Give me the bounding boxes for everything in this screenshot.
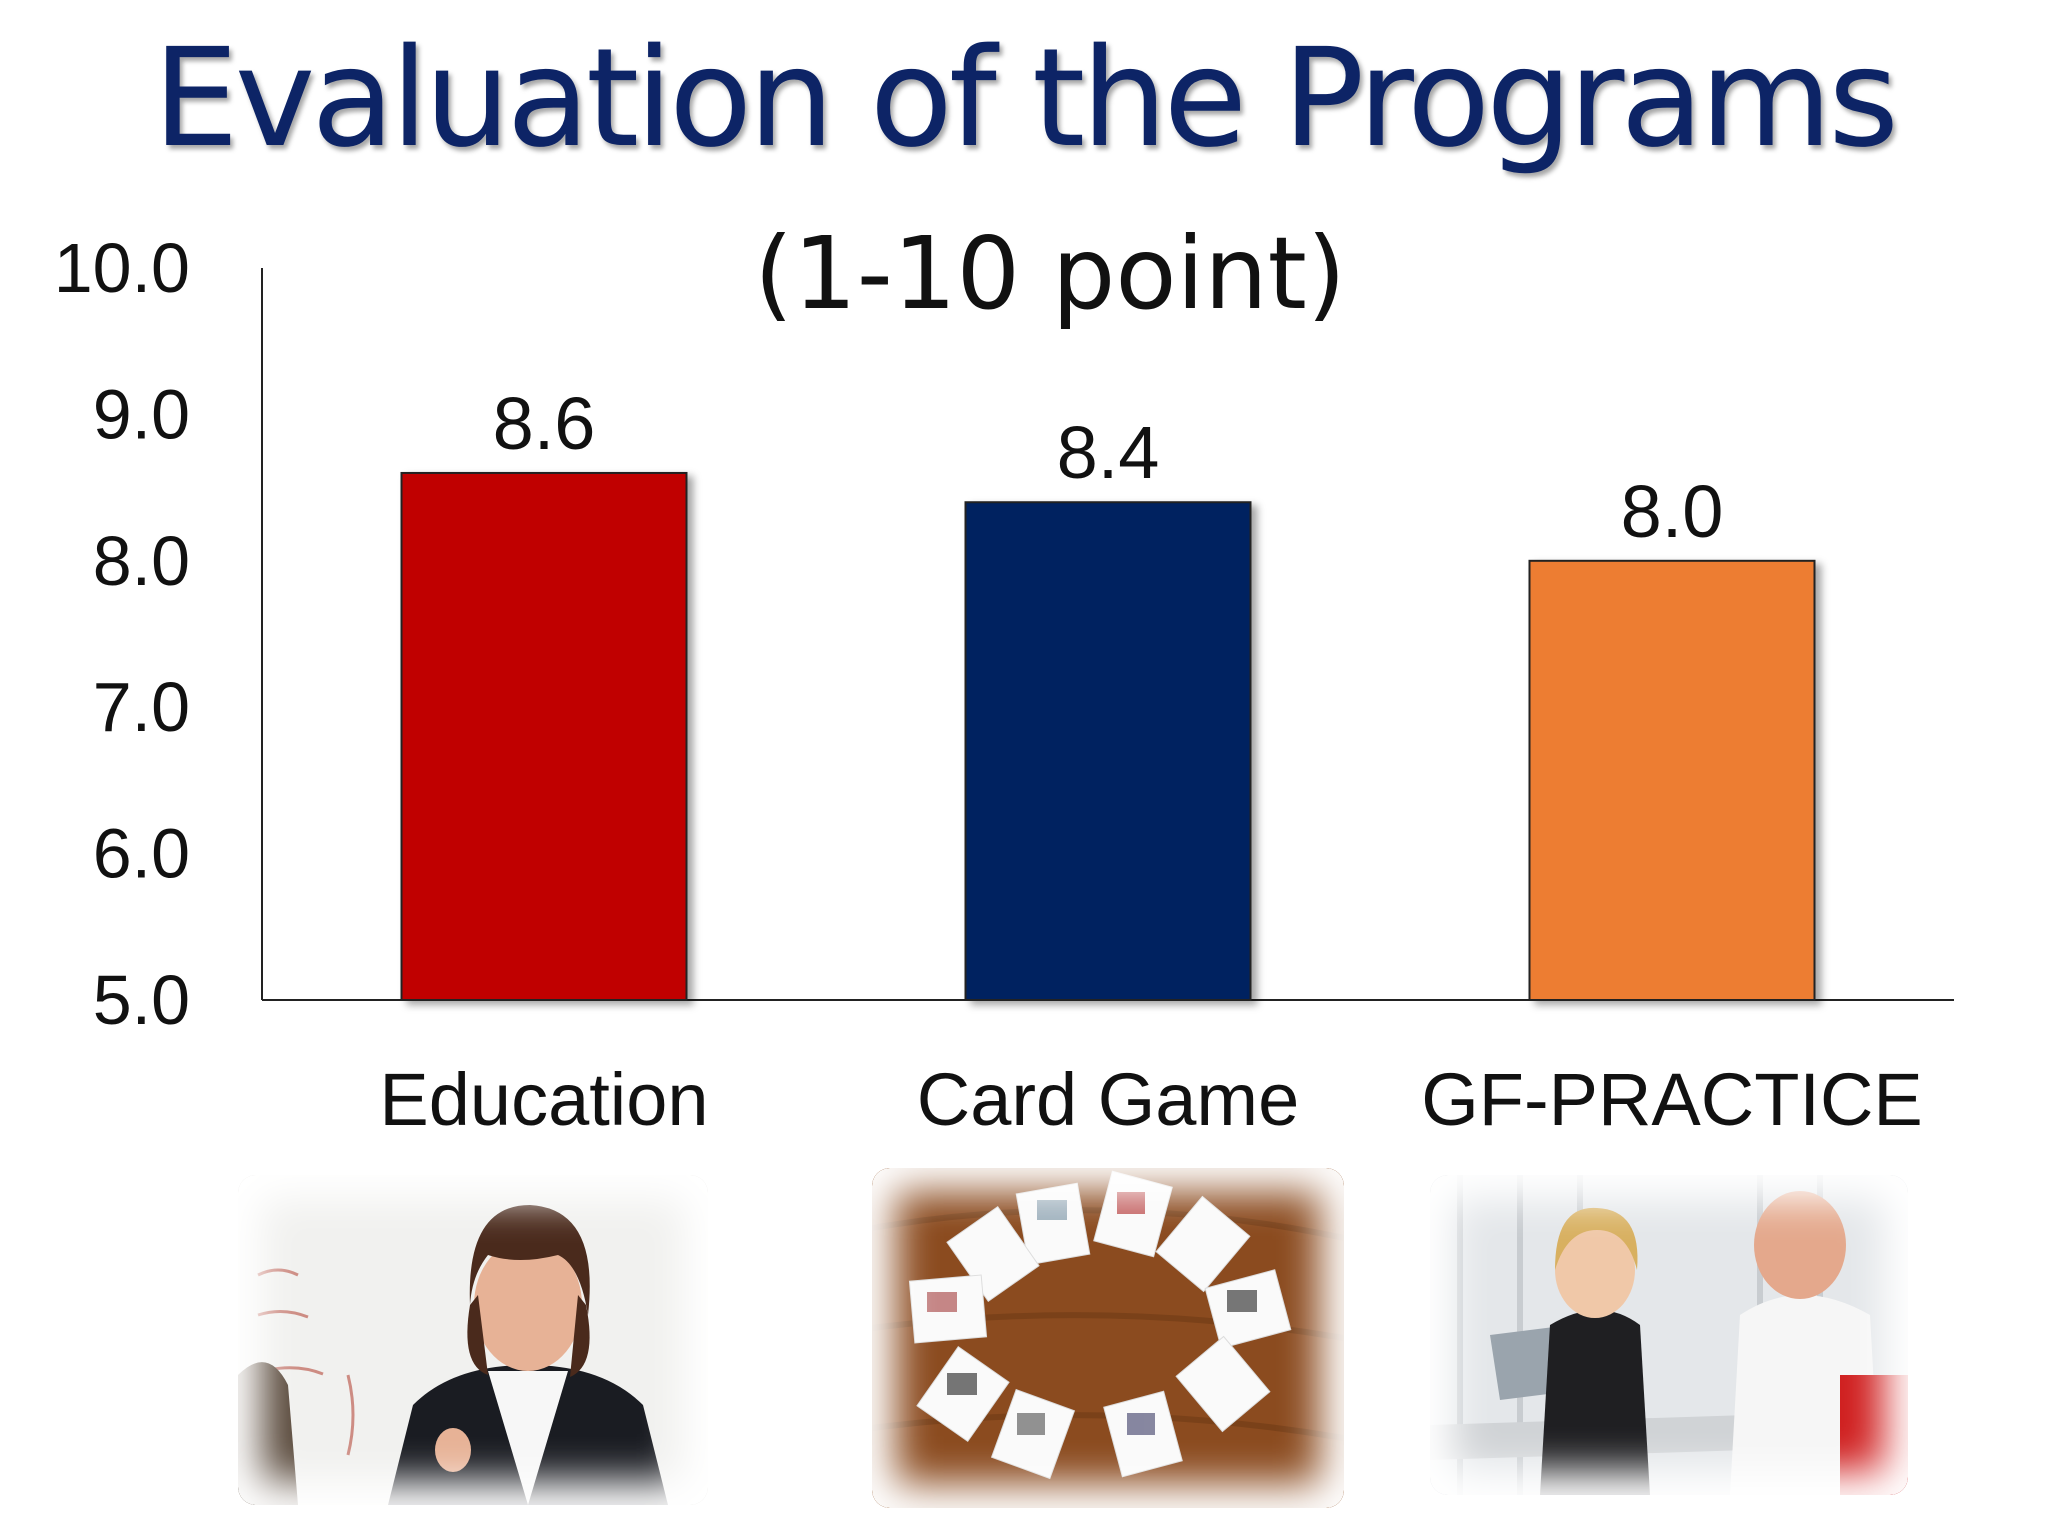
bar: [964, 501, 1252, 1001]
category-label: Card Game: [917, 1058, 1299, 1141]
y-tick-label: 10.0: [54, 229, 190, 307]
bar-value-label: 8.6: [493, 382, 596, 465]
cards-icon: [872, 1168, 1344, 1508]
slide-subtitle: (1-10 point): [754, 215, 1346, 332]
slide-title: Evaluation of the Programs: [152, 20, 1899, 178]
bars-group: 8.6 8.4 8.0: [400, 382, 1816, 1001]
category-label: Education: [379, 1058, 708, 1141]
y-tick-label: 8.0: [93, 522, 190, 600]
y-tick-label: 7.0: [93, 668, 190, 746]
teacher-presenting-photo: [238, 1175, 708, 1505]
y-axis-ticks: 5.0 6.0 7.0 8.0 9.0 10.0: [54, 229, 190, 1039]
bar: [1528, 559, 1816, 1001]
y-tick-label: 9.0: [93, 375, 190, 453]
whiteboard-icon: [238, 1175, 708, 1505]
bar-value-label: 8.0: [1621, 470, 1724, 553]
y-tick-label: 5.0: [93, 961, 190, 1039]
two-people-meeting-photo: [1430, 1175, 1908, 1495]
category-label: GF-PRACTICE: [1421, 1058, 1923, 1141]
picture-cards-circle-photo: [872, 1168, 1344, 1508]
y-tick-label: 6.0: [93, 815, 190, 893]
bar: [400, 471, 688, 1001]
bar-value-label: 8.4: [1057, 411, 1160, 494]
category-labels: Education Card Game GF-PRACTICE: [379, 1058, 1922, 1141]
meeting-icon: [1430, 1175, 1908, 1495]
